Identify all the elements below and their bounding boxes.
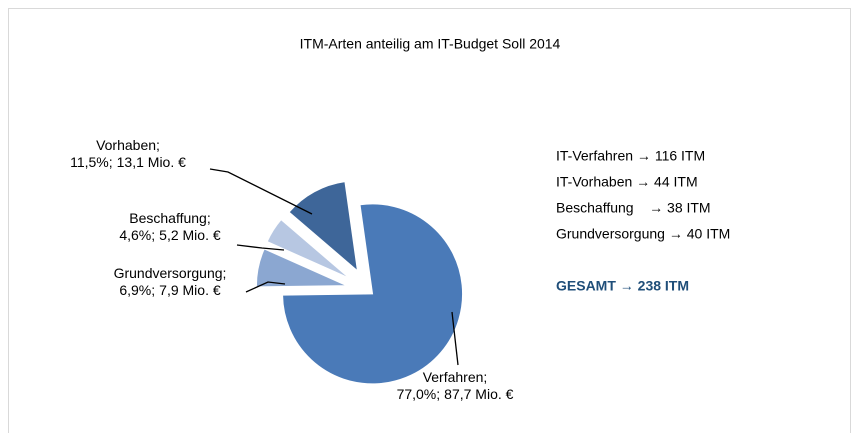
annotation: Grundversorgung → 40 ITM — [556, 226, 730, 242]
leader-line — [245, 281, 286, 293]
data-label: Verfahren; 77,0%; 87,7 Mio. € — [397, 369, 514, 402]
category-label: Beschaffung; — [129, 210, 210, 226]
value-label: 6,9%; — [119, 282, 155, 298]
leader-line — [451, 311, 459, 366]
category-label: Grundversorgung; — [114, 265, 227, 281]
category-label: Vorhaben; — [96, 137, 160, 153]
data-label: Beschaffung; 4,6%; 5,2 Mio. € — [119, 210, 221, 243]
amount-label: 87,7 Mio. € — [444, 386, 513, 402]
pie-slice — [282, 203, 464, 385]
leader-line — [236, 244, 285, 251]
leader-line — [209, 168, 313, 215]
pie-slice — [266, 218, 350, 279]
amount-label: 13,1 Mio. € — [117, 154, 186, 170]
annotation: IT-Verfahren → 116 ITM — [556, 148, 705, 164]
value-label: 4,6%; — [119, 227, 155, 243]
annotation: IT-Vorhaben → 44 ITM — [556, 174, 698, 190]
annotation: Beschaffung → 38 ITM — [556, 200, 711, 216]
category-label: Verfahren; — [423, 369, 488, 385]
value-label: 11,5%; — [70, 154, 113, 170]
amount-label: 5,2 Mio. € — [159, 227, 221, 243]
chart-title: ITM-Arten anteilig am IT-Budget Soll 201… — [300, 36, 561, 52]
total: GESAMT → 238 ITM — [556, 278, 689, 294]
pie-slice — [288, 181, 359, 272]
data-label: Grundversorgung; 6,9%; 7,9 Mio. € — [114, 265, 227, 298]
amount-label: 7,9 Mio. € — [159, 282, 221, 298]
value-label: 77,0%; — [397, 386, 441, 402]
data-label: Vorhaben; 11,5%; 13,1 Mio. € — [70, 137, 186, 170]
